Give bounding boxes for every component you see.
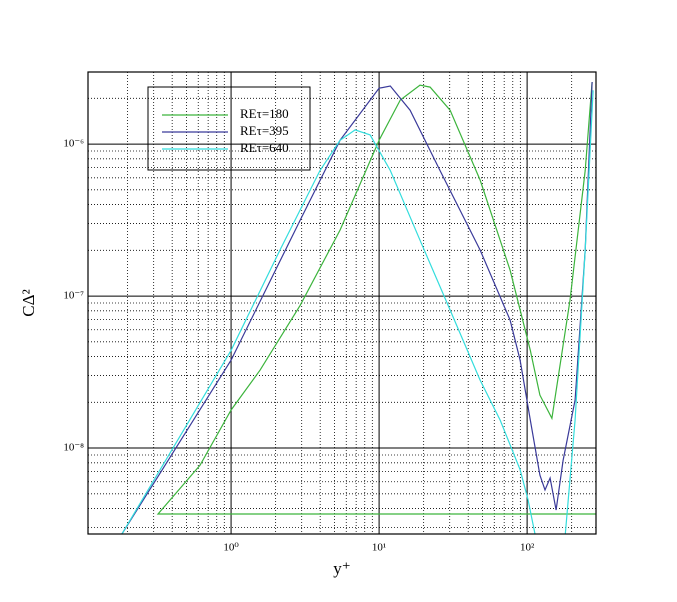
y-tick-label: 10⁻⁸ <box>63 442 84 454</box>
legend-label: REτ=640 <box>240 140 289 155</box>
series-line <box>156 81 596 515</box>
y-tick-label: 10⁻⁶ <box>63 138 84 150</box>
grid <box>88 72 596 534</box>
series-line <box>121 90 594 534</box>
legend: REτ=180 REτ=395 REτ=640 <box>147 86 311 171</box>
plot-area <box>88 72 596 534</box>
y-tick-label: 10⁻⁷ <box>63 290 84 302</box>
ticks: 10⁰ 10¹ 10² 10⁻⁸ 10⁻⁷ 10⁻⁶ <box>63 138 535 554</box>
series-line <box>121 81 593 534</box>
x-tick-label: 10² <box>520 542 535 554</box>
legend-box <box>147 86 311 171</box>
x-tick-label: 10¹ <box>372 542 386 554</box>
plot-frame <box>87 71 597 535</box>
x-tick-label: 10⁰ <box>223 542 239 554</box>
lines <box>121 81 596 534</box>
y-axis-label: CΔ² <box>19 289 38 316</box>
legend-label: REτ=395 <box>240 123 289 138</box>
legend-label: REτ=180 <box>240 106 289 121</box>
x-axis-label: y⁺ <box>333 559 350 578</box>
